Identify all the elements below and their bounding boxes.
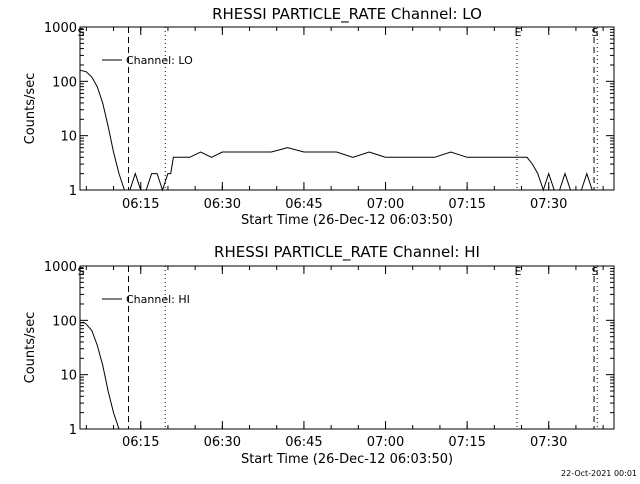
chart-panel-2: RHESSI PARTICLE_RATE Channel: HI 1 10 100 10… <box>23 243 615 467</box>
x-axis-label: Start Time (26-Dec-12 06:03:50) <box>241 452 453 467</box>
marker-label: E <box>515 26 522 39</box>
x-tick-label: 06:30 <box>204 435 241 450</box>
x-tick-label: 07:00 <box>367 197 404 212</box>
y-axis-label: Counts/sec <box>23 312 38 384</box>
y-tick-label: 10 <box>60 369 77 384</box>
y-tick-label: 100 <box>52 314 77 329</box>
y-tick-label: 1000 <box>44 260 77 275</box>
x-tick-label: 06:45 <box>285 435 322 450</box>
chart-title: RHESSI PARTICLE_RATE Channel: LO <box>212 5 482 24</box>
marker-label: S <box>592 265 599 278</box>
plot-frame <box>79 26 615 191</box>
y-axis-label: Counts/sec <box>23 73 38 145</box>
marker-label: S <box>78 26 85 39</box>
series-line <box>79 69 593 192</box>
chart-panel-1: RHESSI PARTICLE_RATE Channel: LO 1 10 100 10… <box>23 5 615 228</box>
x-tick-label: 06:30 <box>204 197 241 212</box>
marker-label: S <box>78 265 85 278</box>
y-tick-label: 10 <box>60 130 77 145</box>
y-tick-label: 1 <box>69 423 77 438</box>
x-tick-label: 07:15 <box>448 197 485 212</box>
marker-label: S <box>592 26 599 39</box>
series-line <box>79 321 122 430</box>
x-tick-label: 06:15 <box>122 197 159 212</box>
plot-frame <box>79 265 615 430</box>
footer-timestamp: 22-Oct-2021 00:01 <box>561 469 637 478</box>
x-tick-label: 06:45 <box>285 197 322 212</box>
y-tick-label: 1000 <box>44 21 77 36</box>
x-tick-label: 06:15 <box>122 435 159 450</box>
x-tick-label: 07:00 <box>367 435 404 450</box>
y-tick-label: 1 <box>69 184 77 199</box>
legend-label: Channel: HI <box>126 293 190 306</box>
y-tick-label: 100 <box>52 75 77 90</box>
x-tick-label: 07:30 <box>530 435 567 450</box>
x-tick-label: 07:15 <box>448 435 485 450</box>
chart-title: RHESSI PARTICLE_RATE Channel: HI <box>214 243 480 262</box>
legend-label: Channel: LO <box>126 54 193 67</box>
x-axis-label: Start Time (26-Dec-12 06:03:50) <box>241 213 453 228</box>
x-tick-label: 07:30 <box>530 197 567 212</box>
marker-label: E <box>515 265 522 278</box>
